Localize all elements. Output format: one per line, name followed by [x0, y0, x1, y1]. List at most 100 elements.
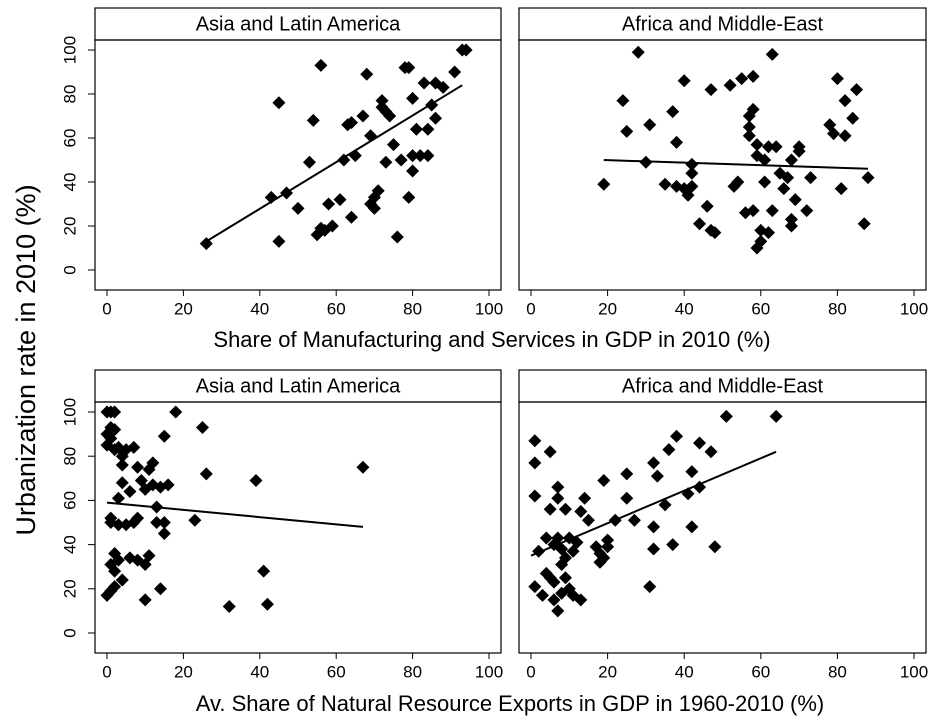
y-tick-label: 80 — [60, 447, 79, 466]
point — [784, 153, 798, 167]
point — [643, 118, 657, 132]
x-tick-label: 60 — [751, 299, 770, 318]
point — [765, 204, 779, 218]
point — [685, 166, 699, 180]
point — [685, 465, 699, 479]
point — [558, 571, 572, 585]
point — [551, 604, 565, 618]
y-tick-label: 20 — [60, 217, 79, 236]
x-tick-label: 80 — [828, 662, 847, 681]
point — [146, 456, 160, 470]
point — [846, 111, 860, 125]
x-tick-label: 60 — [751, 662, 770, 681]
point — [746, 102, 760, 116]
point — [746, 204, 760, 218]
y-tick-label: 0 — [60, 628, 79, 637]
point — [704, 445, 718, 459]
x-tick-label: 40 — [675, 662, 694, 681]
point — [861, 171, 875, 185]
point — [731, 175, 745, 189]
point — [249, 474, 263, 488]
point — [551, 480, 565, 494]
point — [115, 476, 129, 490]
x-tick-label: 40 — [250, 662, 269, 681]
point — [115, 458, 129, 472]
y-tick-label: 100 — [60, 36, 79, 64]
point — [574, 593, 588, 607]
point — [547, 593, 561, 607]
point — [804, 171, 818, 185]
point — [670, 135, 684, 149]
point — [367, 201, 381, 215]
point — [108, 423, 122, 437]
point — [784, 219, 798, 233]
point — [413, 149, 427, 163]
point — [558, 502, 572, 516]
point — [650, 469, 664, 483]
x-tick-label: 40 — [250, 299, 269, 318]
plot-frame — [94, 401, 502, 654]
point — [402, 61, 416, 75]
point — [581, 513, 595, 527]
point — [616, 94, 630, 108]
point — [222, 599, 236, 613]
point — [685, 157, 699, 171]
x-tick-label: 100 — [900, 299, 928, 318]
point — [578, 491, 592, 505]
point — [535, 588, 549, 602]
point — [750, 138, 764, 152]
x-tick-label: 0 — [102, 662, 111, 681]
point — [543, 502, 557, 516]
x-axis-label: Share of Manufacturing and Services in G… — [213, 327, 770, 352]
x-tick-label: 80 — [828, 299, 847, 318]
x-tick-label: 20 — [174, 299, 193, 318]
y-tick-label: 40 — [60, 173, 79, 192]
point — [153, 582, 167, 596]
point — [421, 149, 435, 163]
panel-header — [94, 369, 502, 403]
point — [306, 113, 320, 127]
point — [558, 551, 572, 565]
point — [356, 460, 370, 474]
point — [436, 80, 450, 94]
point — [647, 456, 661, 470]
point — [761, 140, 775, 154]
point — [115, 573, 129, 587]
point — [742, 120, 756, 134]
point — [643, 580, 657, 594]
point — [647, 542, 661, 556]
point — [777, 182, 791, 196]
point — [620, 491, 634, 505]
point — [127, 440, 141, 454]
point — [291, 201, 305, 215]
point — [658, 498, 672, 512]
x-tick-label: 80 — [403, 299, 422, 318]
point — [662, 443, 676, 457]
point — [830, 72, 844, 86]
point — [620, 467, 634, 481]
point — [784, 212, 798, 226]
point — [547, 575, 561, 589]
point — [769, 140, 783, 154]
point — [314, 58, 328, 72]
point — [150, 516, 164, 529]
x-tick-label: 60 — [327, 299, 346, 318]
y-tick-label: 40 — [60, 535, 79, 554]
point — [708, 540, 722, 554]
point — [574, 504, 588, 518]
point — [597, 474, 611, 488]
point — [838, 129, 852, 143]
point — [344, 210, 358, 224]
point — [157, 516, 171, 529]
y-tick-label: 60 — [60, 129, 79, 148]
x-tick-label: 0 — [526, 299, 535, 318]
point — [620, 124, 634, 138]
point — [119, 443, 133, 457]
x-tick-label: 0 — [526, 662, 535, 681]
point — [406, 164, 420, 178]
point — [406, 91, 420, 105]
point — [421, 122, 435, 136]
y-axis-label: Urbanization rate in 2010 (%) — [11, 184, 41, 535]
point — [765, 47, 779, 61]
point — [161, 478, 175, 492]
